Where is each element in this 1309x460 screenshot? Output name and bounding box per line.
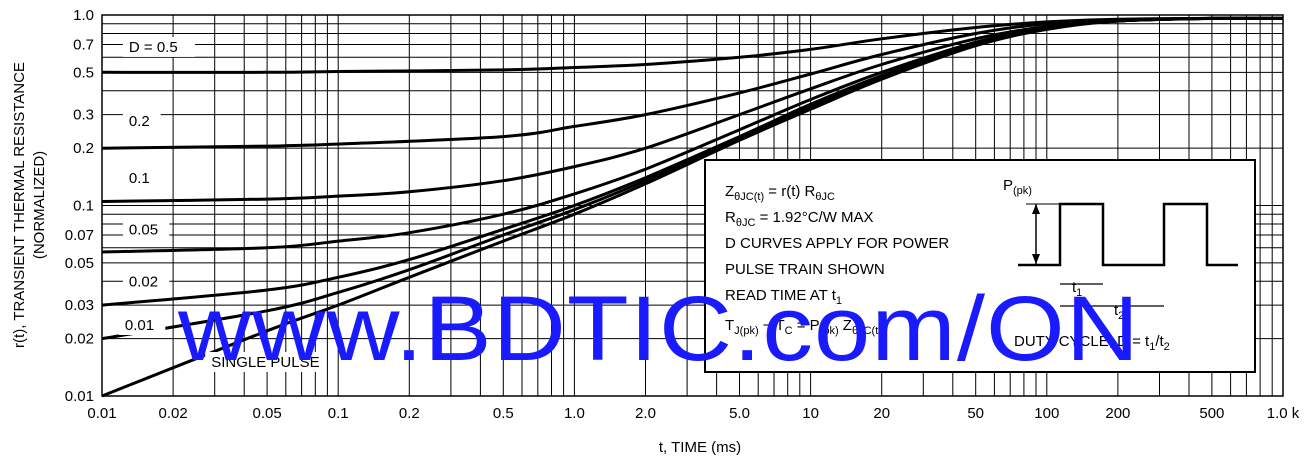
curve-label-bg: [122, 36, 196, 57]
x-axis-ticks: 0.01 0.02 0.05 0.1 0.2 0.5 1.0 2.0 5.0 10 20 50 100 2…: [87, 405, 1299, 422]
t1-label: t1: [1072, 279, 1082, 299]
x-tick-label: 500: [1199, 405, 1224, 422]
y-tick-label: 0.05: [65, 255, 94, 272]
curve-label-bg: [122, 168, 161, 189]
x-tick-label: 0.01: [87, 405, 116, 422]
x-tick-label: 2.0: [635, 405, 656, 422]
curve-label: SINGLE PULSE: [211, 354, 319, 371]
y-tick-label: 0.07: [65, 227, 94, 244]
curve-label-bg: [118, 315, 166, 336]
curve-label-bg: [122, 110, 161, 131]
y-axis-ticks: 0.01 0.02 0.03 0.05 0.07 0.1 0.2 0.3 0.5 0.7 1.0: [65, 7, 94, 405]
curve-label-bg: [205, 351, 321, 372]
x-tick-label: 50: [967, 405, 984, 422]
curve-label-bg: [122, 219, 170, 240]
x-tick-label: 10: [802, 405, 819, 422]
t2-label: t2: [1114, 302, 1124, 322]
duty-cycle-text: DUTY CYCLE, D = t1/t2: [1014, 333, 1170, 353]
y-tick-label: 1.0: [73, 7, 94, 24]
pulse-train-text: PULSE TRAIN SHOWN: [725, 261, 885, 278]
read-time-text: READ TIME AT t1: [725, 287, 842, 307]
zthjc-formula: ZθJC(t) = r(t) RθJC: [725, 183, 835, 203]
y-tick-label: 0.5: [73, 64, 94, 81]
x-tick-label: 0.02: [159, 405, 188, 422]
x-tick-label: 5.0: [729, 405, 750, 422]
curve-single-pulse: [101, 16, 1284, 398]
y-tick-label: 0.3: [73, 107, 94, 124]
x-tick-label: 0.5: [493, 405, 514, 422]
ppk-label: P(pk): [1003, 177, 1032, 197]
y-axis-label-normalized: (NORMALIZED): [31, 151, 48, 259]
curve-label: 0.2: [129, 113, 150, 130]
info-box: ZθJC(t) = r(t) RθJC RθJC = 1.92°C/W MAX …: [704, 159, 1256, 373]
d-curves-text: D CURVES APPLY FOR POWER: [725, 235, 949, 252]
plot-frame: [101, 14, 1284, 397]
curve-labels: D = 0.5 0.2 0.1 0.05 0.02 0.01 SINGLE PULSE: [118, 36, 321, 372]
y-tick-label: 0.1: [73, 198, 94, 215]
rthjc-max: RθJC = 1.92°C/W MAX: [725, 209, 874, 229]
x-tick-label: 1.0: [564, 405, 585, 422]
pulse-waveform: [1018, 202, 1238, 267]
y-axis-label: r(t), TRANSIENT THERMAL RESISTANCE: [11, 62, 28, 348]
y-tick-label: 0.03: [65, 297, 94, 314]
curve-label: D = 0.5: [129, 39, 178, 56]
ppk-arrow-up: [1032, 204, 1040, 214]
curve-label: 0.1: [129, 170, 150, 187]
curve-label-bg: [122, 271, 170, 292]
watermark: www.BDTIC.com/ON: [177, 278, 1140, 380]
x-tick-label: 0.1: [328, 405, 349, 422]
curve-label: 0.05: [129, 221, 158, 238]
x-tick-label: 1.0 k: [1267, 405, 1300, 422]
y-tick-label: 0.01: [65, 388, 94, 405]
curves: [101, 16, 1284, 398]
y-tick-label: 0.2: [73, 140, 94, 157]
x-tick-label: 0.2: [399, 405, 420, 422]
curve-label: 0.02: [129, 274, 158, 291]
x-tick-label: 0.05: [252, 405, 281, 422]
x-tick-label: 20: [873, 405, 890, 422]
x-axis-label: t, TIME (ms): [659, 439, 741, 456]
ppk-arrow-down: [1032, 254, 1040, 264]
tj-formula: TJ(pk) − TC = P(pk) ZθJC(t): [725, 317, 882, 337]
y-tick-label: 0.7: [73, 37, 94, 54]
x-tick-label: 200: [1105, 405, 1130, 422]
x-tick-label: 100: [1034, 405, 1059, 422]
curve-label: 0.01: [125, 317, 154, 334]
y-tick-label: 0.02: [65, 331, 94, 348]
